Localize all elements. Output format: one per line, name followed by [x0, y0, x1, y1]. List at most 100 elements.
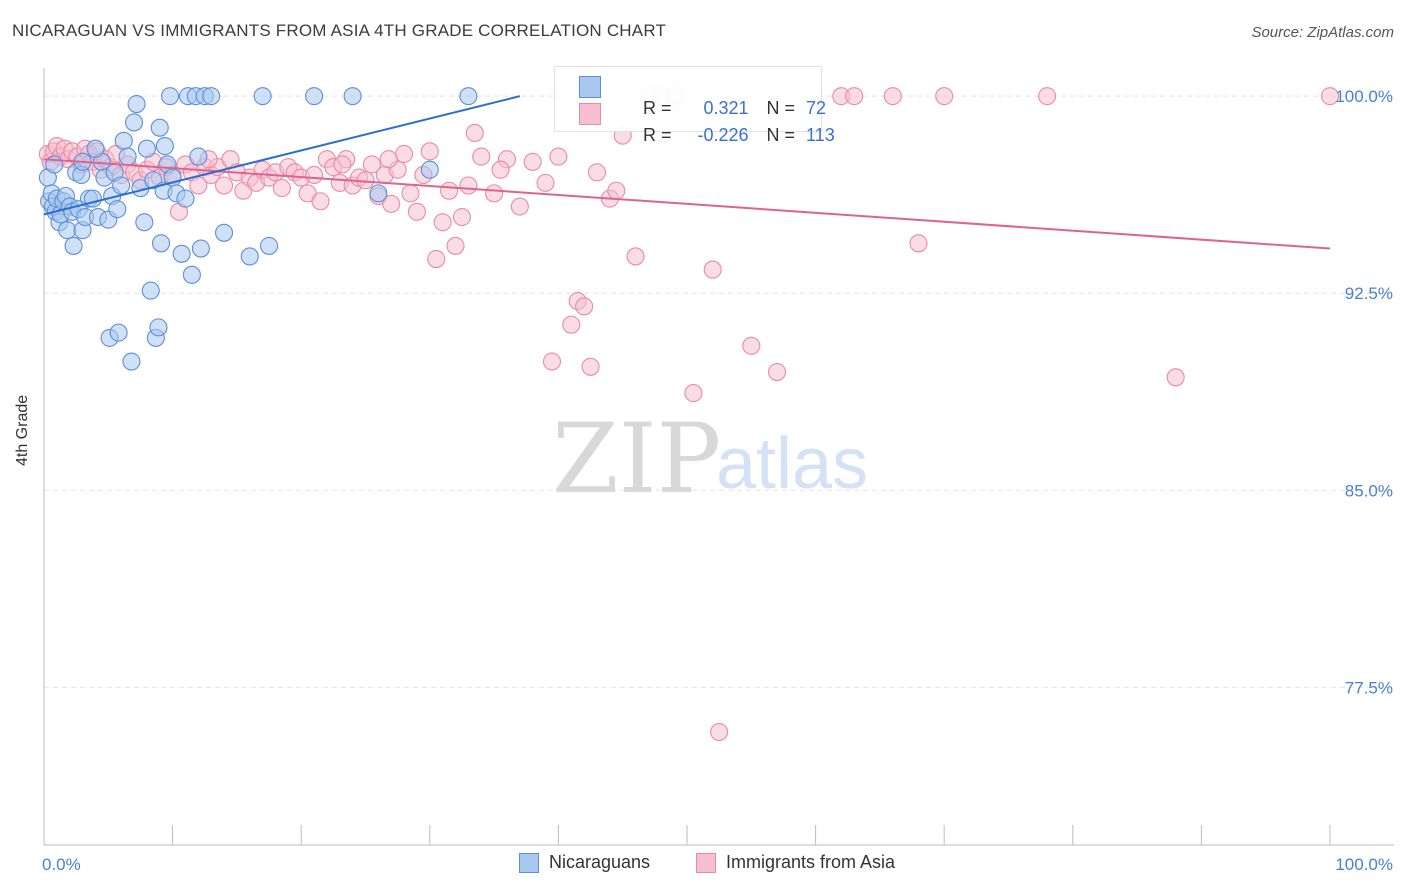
data-point-immigrants-from-asia	[845, 87, 864, 106]
watermark-atlas: atlas	[716, 424, 868, 504]
data-point-nicaraguans	[112, 176, 131, 195]
y-tick-label: 92.5%	[1345, 284, 1393, 303]
data-point-nicaraguans	[150, 118, 169, 137]
data-point-immigrants-from-asia	[459, 176, 478, 195]
data-point-nicaraguans	[86, 139, 105, 158]
data-point-immigrants-from-asia	[607, 181, 626, 200]
data-point-nicaraguans	[259, 236, 279, 255]
data-point-immigrants-from-asia	[581, 357, 600, 376]
data-point-immigrants-from-asia	[452, 207, 472, 227]
data-point-immigrants-from-asia	[427, 250, 446, 269]
data-point-immigrants-from-asia	[379, 150, 398, 169]
data-point-nicaraguans	[189, 147, 208, 166]
data-point-immigrants-from-asia	[523, 152, 542, 171]
legend-swatch-nicaraguans	[519, 852, 539, 873]
legend-swatch-blue	[579, 76, 601, 98]
source-label: Source: ZipAtlas.com	[1251, 24, 1394, 41]
data-point-immigrants-from-asia	[272, 179, 291, 198]
data-point-nicaraguans	[202, 87, 221, 106]
watermark-zip: ZIP	[552, 403, 721, 515]
data-point-immigrants-from-asia	[433, 213, 452, 232]
data-point-nicaraguans	[253, 87, 272, 106]
data-point-nicaraguans	[109, 323, 128, 342]
data-point-nicaraguans	[459, 87, 478, 106]
data-point-immigrants-from-asia	[1038, 87, 1057, 106]
legend-item-immigrants-from-asia: Immigrants from Asia	[696, 852, 895, 873]
data-point-immigrants-from-asia	[587, 163, 607, 182]
data-point-immigrants-from-asia	[767, 362, 787, 382]
data-point-immigrants-from-asia	[407, 202, 426, 221]
data-point-immigrants-from-asia	[491, 160, 510, 179]
data-point-nicaraguans	[124, 113, 144, 132]
data-point-immigrants-from-asia	[742, 336, 761, 355]
data-point-immigrants-from-asia	[362, 155, 381, 174]
trend-line-immigrants-from-asia	[43, 158, 1331, 250]
data-point-nicaraguans	[240, 247, 259, 266]
data-point-immigrants-from-asia	[401, 184, 420, 203]
bottom-legend: Nicaraguans Immigrants from Asia	[0, 852, 1406, 878]
series-nicaraguans-points	[38, 87, 478, 371]
x-tick-label: 0.0%	[42, 855, 81, 874]
data-point-immigrants-from-asia	[883, 87, 902, 106]
r-label: R =	[643, 125, 677, 145]
n-label: N =	[766, 125, 801, 145]
correlation-legend: R = 0.321 N = 72 R = -0.226 N = 113	[554, 66, 835, 145]
data-point-nicaraguans	[420, 160, 439, 179]
data-point-immigrants-from-asia	[440, 181, 459, 200]
data-point-immigrants-from-asia	[684, 384, 703, 403]
watermark: ZIP atlas	[552, 403, 868, 515]
data-point-nicaraguans	[141, 281, 160, 300]
data-point-nicaraguans	[191, 239, 210, 258]
data-point-nicaraguans	[122, 352, 141, 371]
data-point-immigrants-from-asia	[562, 315, 581, 334]
data-point-immigrants-from-asia	[510, 197, 529, 216]
y-tick-labels: 100.0% 92.5% 85.0% 77.5%	[1335, 87, 1393, 697]
data-point-immigrants-from-asia	[446, 236, 465, 255]
chart-title: NICARAGUAN VS IMMIGRANTS FROM ASIA 4TH G…	[12, 21, 667, 40]
data-point-nicaraguans	[305, 87, 324, 106]
n-label: N =	[766, 98, 801, 118]
data-point-nicaraguans	[172, 244, 191, 263]
data-point-nicaraguans	[118, 147, 137, 166]
legend-swatch-immigrants-from-asia	[696, 852, 716, 873]
data-point-nicaraguans	[343, 87, 362, 106]
data-point-immigrants-from-asia	[575, 297, 594, 316]
data-point-nicaraguans	[151, 234, 171, 253]
data-point-nicaraguans	[64, 236, 83, 255]
data-point-immigrants-from-asia	[1320, 87, 1340, 106]
data-point-nicaraguans	[160, 87, 180, 106]
legend-swatch-pink	[579, 103, 601, 125]
data-point-immigrants-from-asia	[472, 147, 491, 166]
data-point-nicaraguans	[369, 184, 388, 203]
data-point-nicaraguans	[114, 131, 133, 150]
data-point-immigrants-from-asia	[1166, 368, 1185, 387]
data-point-immigrants-from-asia	[626, 247, 645, 266]
data-point-nicaraguans	[214, 223, 234, 242]
trend-line-nicaraguans	[43, 95, 521, 216]
data-point-nicaraguans	[58, 221, 77, 240]
data-point-nicaraguans	[135, 213, 154, 232]
data-point-immigrants-from-asia	[395, 144, 414, 164]
data-point-immigrants-from-asia	[214, 176, 234, 195]
data-point-immigrants-from-asia	[542, 352, 562, 371]
y-tick-label: 100.0%	[1335, 87, 1393, 106]
n-value: 72	[806, 98, 827, 118]
legend-label-nicaraguans: Nicaraguans	[549, 852, 651, 872]
data-point-nicaraguans	[108, 200, 127, 219]
legend-item-nicaraguans: Nicaraguans	[519, 852, 650, 873]
data-point-immigrants-from-asia	[465, 123, 484, 142]
data-point-nicaraguans	[127, 94, 146, 114]
data-point-immigrants-from-asia	[703, 260, 722, 279]
data-point-nicaraguans	[182, 265, 201, 284]
data-point-immigrants-from-asia	[333, 155, 352, 174]
y-tick-label: 85.0%	[1345, 481, 1393, 500]
data-point-immigrants-from-asia	[485, 184, 504, 203]
n-value: 113	[806, 125, 835, 145]
data-point-nicaraguans	[155, 137, 174, 156]
r-label: R =	[643, 98, 677, 118]
trend-lines	[43, 95, 1331, 250]
data-point-immigrants-from-asia	[935, 87, 954, 106]
data-point-immigrants-from-asia	[311, 192, 330, 211]
data-point-nicaraguans	[149, 318, 168, 337]
